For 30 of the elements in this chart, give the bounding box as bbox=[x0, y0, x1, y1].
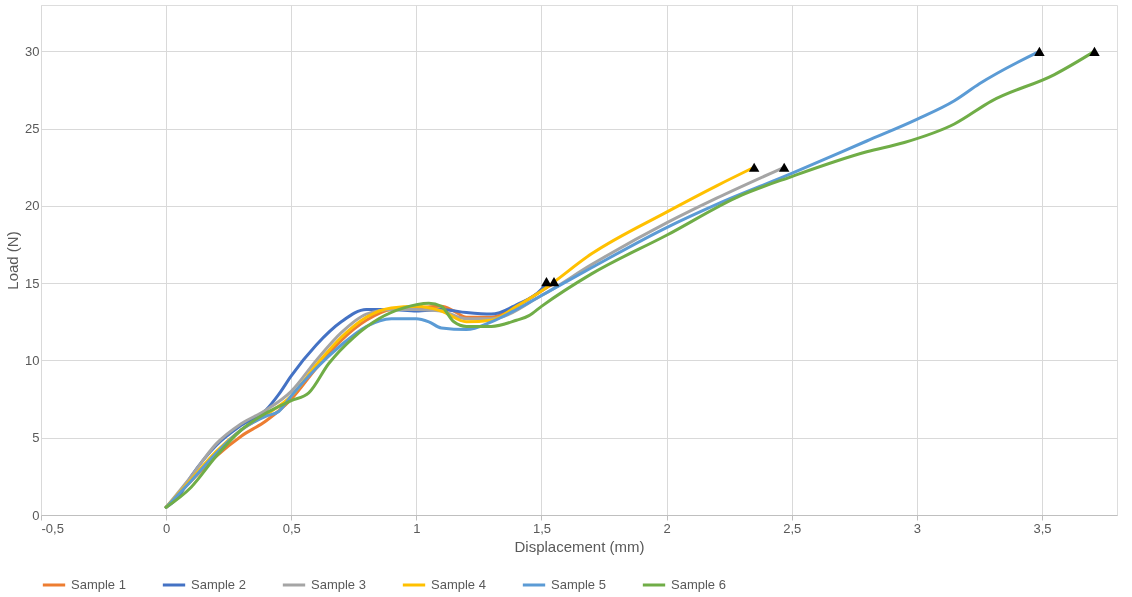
legend-label: Sample 4 bbox=[431, 577, 486, 592]
point bbox=[1089, 46, 1100, 56]
x-tick-label: 2 bbox=[663, 520, 671, 536]
x-tick-label: 0,5 bbox=[282, 520, 301, 536]
x-tick-label: 1,5 bbox=[532, 520, 551, 536]
x-axis-title: Displacement (mm) bbox=[514, 537, 645, 555]
y-tick-label: 0 bbox=[32, 507, 40, 523]
y-tick-label: 20 bbox=[25, 198, 40, 214]
y-axis-title: Load (N) bbox=[4, 231, 22, 290]
y-tick-label: 10 bbox=[25, 352, 40, 368]
legend-label: Sample 3 bbox=[311, 577, 366, 592]
legend-label: Sample 2 bbox=[191, 577, 246, 592]
x-tick-label: -0,5 bbox=[41, 520, 64, 536]
point bbox=[1034, 46, 1045, 56]
point bbox=[748, 162, 760, 172]
legend-label: Sample 5 bbox=[551, 577, 606, 592]
point bbox=[541, 277, 552, 287]
x-tick-label: 0 bbox=[163, 520, 171, 536]
y-tick-label: 5 bbox=[32, 430, 40, 446]
y-tick-label: 25 bbox=[25, 121, 40, 137]
y-tick-label: 30 bbox=[25, 43, 40, 59]
legend-label: Sample 6 bbox=[671, 577, 726, 592]
x-tick-label: 3 bbox=[913, 520, 921, 536]
point bbox=[548, 277, 560, 287]
x-tick-label: 2,5 bbox=[783, 520, 802, 536]
legend-label: Sample 1 bbox=[71, 577, 126, 592]
x-tick-label: 3,5 bbox=[1033, 520, 1052, 536]
point bbox=[778, 162, 790, 172]
x-tick-label: 1 bbox=[413, 520, 421, 536]
y-tick-label: 15 bbox=[25, 275, 40, 291]
